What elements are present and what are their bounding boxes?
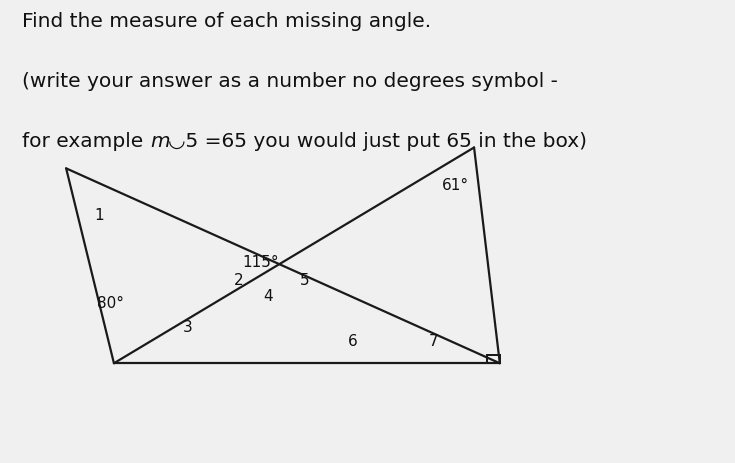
Bar (487, 355, 500, 363)
Text: Find the measure of each missing angle.: Find the measure of each missing angle. (22, 12, 431, 31)
Text: 4: 4 (263, 289, 273, 304)
Text: 3: 3 (182, 319, 193, 334)
Text: 6: 6 (348, 333, 358, 348)
Text: 80°: 80° (97, 296, 123, 311)
Text: 115°: 115° (243, 254, 279, 269)
Text: 2: 2 (234, 273, 244, 288)
Text: 1: 1 (94, 208, 104, 223)
Text: 61°: 61° (442, 178, 469, 193)
Text: ◡5 =65 you would just put 65 in the box): ◡5 =65 you would just put 65 in the box) (168, 132, 587, 151)
Text: m: m (151, 132, 171, 151)
Text: 5: 5 (300, 273, 310, 288)
Text: for example: for example (22, 132, 150, 151)
Text: 7: 7 (429, 333, 439, 348)
Text: (write your answer as a number no degrees symbol -: (write your answer as a number no degree… (22, 72, 558, 91)
